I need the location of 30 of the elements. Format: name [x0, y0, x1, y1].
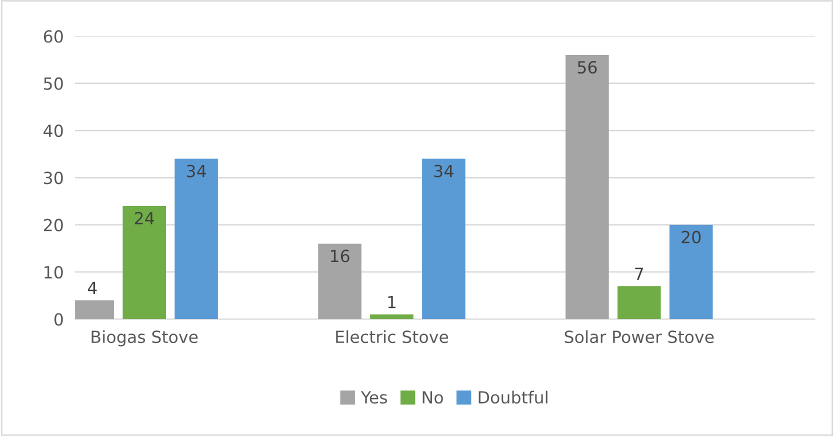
- x-tick-label: Solar Power Stove: [564, 330, 714, 344]
- bar: [566, 55, 609, 320]
- bar: [122, 206, 166, 320]
- bar: [669, 224, 713, 320]
- x-tick-label: Electric Stove: [336, 330, 448, 344]
- data-label: 20: [682, 230, 701, 244]
- bar: [422, 158, 466, 320]
- y-tick-label: 60: [44, 30, 63, 43]
- data-label: 16: [331, 250, 350, 262]
- bar: [174, 158, 218, 320]
- y-tick-label: 0: [54, 313, 63, 326]
- x-tick-label: Biogas Stove: [92, 330, 198, 346]
- y-tick-label: 30: [44, 172, 63, 184]
- legend-label: Yes: [360, 391, 388, 404]
- data-label: 1: [388, 296, 396, 308]
- bar: [618, 286, 661, 320]
- y-tick-label: 20: [44, 218, 63, 232]
- bar: [318, 244, 362, 320]
- legend-label: Doubtful: [478, 390, 548, 404]
- data-label: 34: [434, 164, 454, 178]
- legend-label: No: [422, 391, 443, 404]
- data-label: 24: [134, 212, 154, 224]
- data-label: 7: [635, 268, 644, 280]
- y-tick-label: 50: [44, 77, 63, 90]
- data-label: 56: [578, 61, 597, 74]
- data-label: 34: [186, 164, 206, 178]
- y-tick-label: 40: [44, 124, 63, 138]
- data-label: 4: [88, 282, 97, 294]
- y-tick-label: 10: [44, 266, 63, 279]
- bar: [370, 314, 414, 320]
